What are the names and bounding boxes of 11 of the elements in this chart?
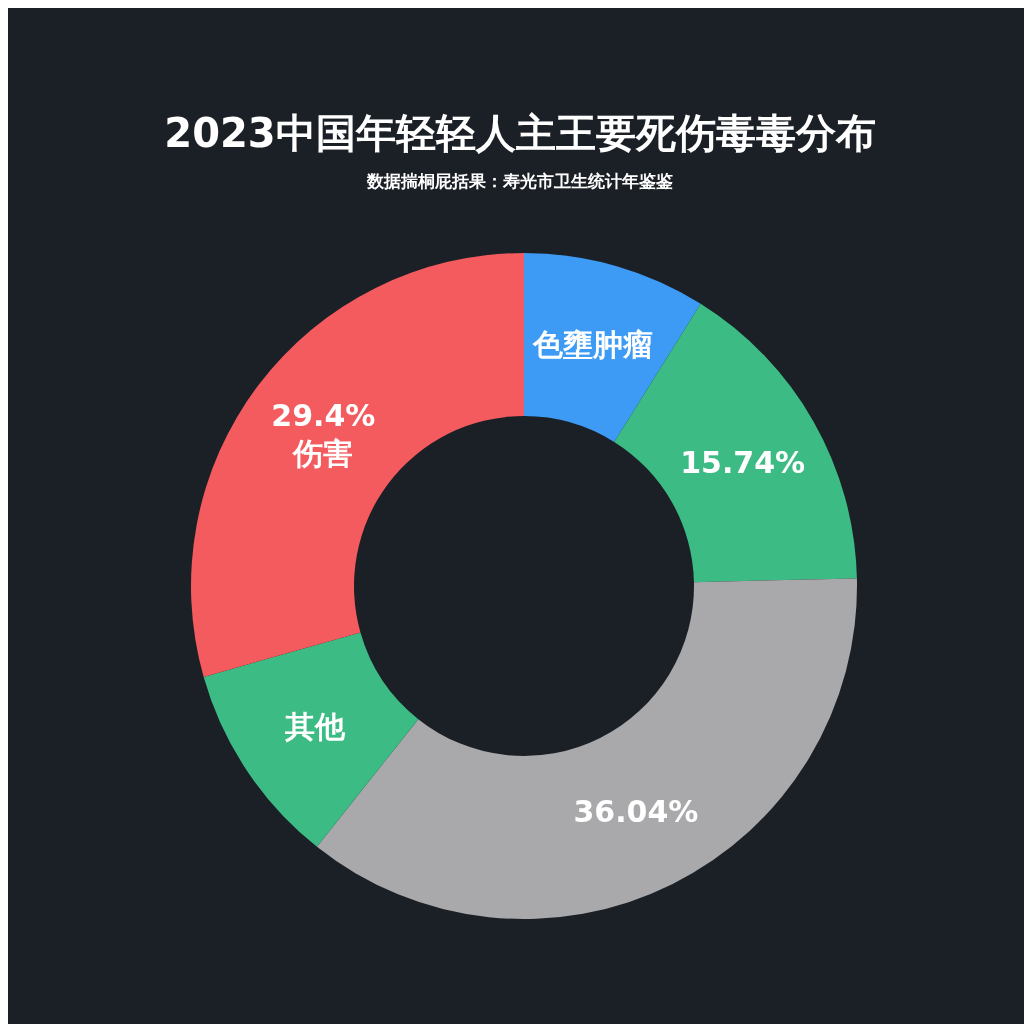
donut-slice bbox=[191, 253, 524, 677]
chart-subtitle: 数据揣桐屁括果：寿光市卫生统计年鉴鉴 bbox=[366, 170, 674, 193]
data-label: 15.74% bbox=[680, 444, 806, 480]
data-label: 29.4% bbox=[271, 397, 376, 433]
chart-title: 2023中国年轻轻人主王要死伤毒毒分布 bbox=[163, 109, 877, 158]
slice-label: 其他 bbox=[283, 708, 346, 744]
slice-label: 色壅肿瘤 bbox=[532, 326, 654, 362]
donut-slice bbox=[203, 632, 419, 847]
data-label: 36.04% bbox=[573, 793, 699, 829]
slice-label: 伤害 bbox=[292, 435, 354, 471]
donut-slice bbox=[524, 253, 701, 442]
